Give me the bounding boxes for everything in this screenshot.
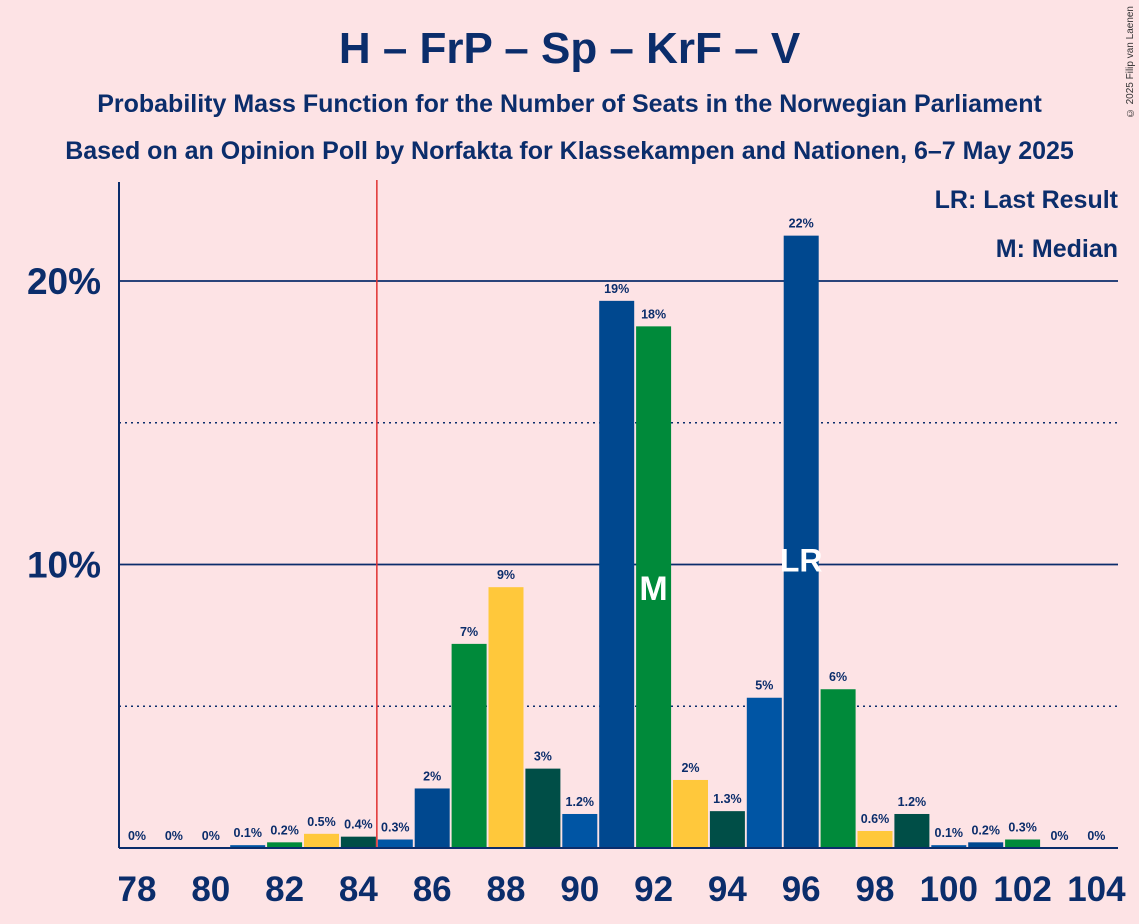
value-label-78: 0% (128, 829, 146, 843)
bar-97 (820, 689, 856, 848)
bar-83 (304, 833, 339, 848)
bar-86 (414, 788, 450, 848)
value-label-100: 0.1% (935, 826, 964, 840)
bar-89 (525, 768, 561, 848)
value-label-94: 1.3% (713, 792, 742, 806)
bar-99 (894, 813, 930, 848)
chart-title: H – FrP – Sp – KrF – V (338, 24, 801, 73)
x-tick-label: 88 (487, 870, 526, 909)
x-tick-label: 80 (191, 870, 230, 909)
bar-98 (857, 830, 893, 848)
legend-median: M: Median (996, 235, 1118, 263)
bar-101 (968, 842, 1004, 848)
bar-91 (599, 300, 635, 849)
value-label-93: 2% (681, 761, 699, 775)
y-tick-label: 20% (27, 261, 101, 302)
x-tick-label: 96 (782, 870, 821, 909)
bar-93 (673, 779, 708, 848)
value-label-99: 1.2% (898, 795, 927, 809)
value-label-81: 0.1% (233, 826, 262, 840)
legend-last-result: LR: Last Result (935, 186, 1119, 214)
chart-subtitle-1: Probability Mass Function for the Number… (97, 90, 1042, 118)
value-label-84: 0.4% (344, 818, 373, 832)
value-label-92: 18% (641, 307, 666, 321)
bar-94 (709, 811, 745, 848)
x-tick-label: 100 (920, 870, 978, 909)
value-label-98: 0.6% (861, 812, 890, 826)
y-tick-label: 10% (27, 545, 101, 586)
x-tick-label: 78 (118, 870, 157, 909)
value-label-80: 0% (202, 829, 220, 843)
bar-84 (340, 836, 376, 848)
value-labels: 0% 0% 0% 0.1% 0.2% 0.5% 0.4% 0.3% 2% 7% 9% 3% 1.2% 19… (128, 217, 1105, 843)
value-label-83: 0.5% (307, 815, 336, 829)
bars (230, 235, 1041, 849)
x-tick-label: 84 (339, 870, 378, 909)
value-label-89: 3% (534, 750, 552, 764)
value-label-90: 1.2% (566, 795, 595, 809)
bar-95 (746, 697, 782, 848)
value-label-96: 22% (789, 217, 814, 231)
x-tick-label: 82 (265, 870, 304, 909)
value-label-104: 0% (1087, 829, 1105, 843)
value-label-101: 0.2% (971, 823, 1000, 837)
value-label-91: 19% (604, 282, 629, 296)
x-tick-label: 92 (634, 870, 673, 909)
bar-102 (1005, 839, 1041, 848)
bar-92 (636, 326, 672, 848)
value-label-87: 7% (460, 625, 478, 639)
special-marks: M LR (376, 180, 823, 848)
bar-100 (931, 845, 967, 848)
bar-87 (451, 643, 487, 848)
x-tick-label: 86 (413, 870, 452, 909)
value-label-79: 0% (165, 829, 183, 843)
value-label-85: 0.3% (381, 820, 410, 834)
bar-88 (488, 587, 524, 848)
value-label-103: 0% (1050, 829, 1068, 843)
chart-subtitle-2: Based on an Opinion Poll by Norfakta for… (65, 137, 1074, 165)
value-label-97: 6% (829, 670, 847, 684)
value-label-86: 2% (423, 769, 441, 783)
median-marker: M (639, 570, 667, 608)
x-tick-label: 94 (708, 870, 747, 909)
last-result-marker: LR (780, 543, 823, 579)
x-tick-label: 98 (856, 870, 895, 909)
value-label-102: 0.3% (1008, 820, 1037, 834)
x-tick-label: 104 (1067, 870, 1126, 909)
bar-85 (377, 839, 413, 848)
x-tick-label: 90 (560, 870, 599, 909)
x-tick-label: 102 (993, 870, 1051, 909)
bar-96 (783, 235, 819, 848)
axes: 10% 20% 78 80 82 84 86 88 90 92 94 96 98 100 102 104 (27, 182, 1126, 909)
value-label-82: 0.2% (270, 823, 299, 837)
bar-81 (230, 845, 266, 848)
bar-82 (267, 842, 303, 848)
value-label-95: 5% (755, 679, 773, 693)
value-label-88: 9% (497, 568, 515, 582)
bar-90 (562, 813, 598, 848)
